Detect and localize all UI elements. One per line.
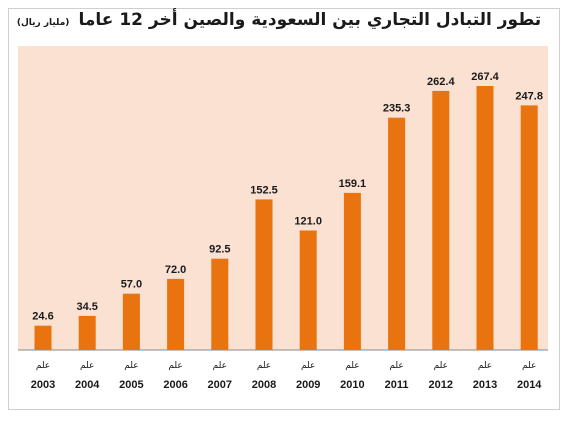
bar-2003 bbox=[34, 325, 52, 350]
value-label-2014: 247.8 bbox=[515, 90, 543, 102]
value-label-2004: 34.5 bbox=[76, 301, 97, 313]
bar-2009 bbox=[299, 230, 317, 350]
category-label-2006: 2006 bbox=[163, 379, 187, 391]
category-label-2005: 2005 bbox=[119, 379, 143, 391]
category-prefix-2006: علم bbox=[168, 361, 182, 371]
category-prefix-2012: علم bbox=[434, 361, 448, 371]
value-label-2007: 92.5 bbox=[209, 244, 230, 256]
category-prefix-2009: علم bbox=[301, 361, 315, 371]
value-label-2006: 72.0 bbox=[165, 264, 186, 276]
value-label-2003: 24.6 bbox=[32, 311, 53, 323]
chart-title-block: تطور التبادل التجاري بين السعودية والصين… bbox=[14, 10, 544, 44]
category-label-2010: 2010 bbox=[340, 379, 364, 391]
category-label-2012: 2012 bbox=[429, 379, 453, 391]
value-label-2010: 159.1 bbox=[339, 178, 367, 190]
category-prefix-2003: علم bbox=[36, 361, 50, 371]
category-prefix-2013: علم bbox=[478, 361, 492, 371]
bar-2004 bbox=[78, 315, 96, 350]
bar-2014 bbox=[520, 105, 538, 351]
category-label-2011: 2011 bbox=[385, 379, 409, 391]
bar-2008 bbox=[255, 199, 273, 350]
value-label-2009: 121.0 bbox=[294, 216, 322, 228]
category-label-2004: 2004 bbox=[75, 379, 100, 391]
category-prefix-2011: علم bbox=[389, 361, 403, 371]
bar-2013 bbox=[476, 86, 494, 350]
chart-subtitle: (مليار ريال) bbox=[16, 18, 70, 28]
value-label-2008: 152.5 bbox=[250, 184, 278, 196]
chart-title: تطور التبادل التجاري بين السعودية والصين… bbox=[78, 10, 542, 30]
category-label-2007: 2007 bbox=[208, 379, 232, 391]
bar-2005 bbox=[122, 293, 140, 350]
category-prefix-2014: علم bbox=[522, 361, 536, 371]
category-prefix-2007: علم bbox=[213, 361, 227, 371]
bar-2006 bbox=[167, 278, 185, 350]
value-label-2013: 267.4 bbox=[471, 71, 499, 83]
bars-group bbox=[34, 86, 538, 351]
bar-2007 bbox=[211, 258, 229, 350]
category-labels-group: علم 2003 علم 2004 علم 2005 علم 2006 علم 2007 علم 20… bbox=[31, 361, 543, 391]
category-label-2009: 2009 bbox=[296, 379, 320, 391]
plot-area bbox=[18, 46, 548, 350]
category-label-2008: 2008 bbox=[252, 379, 276, 391]
bar-2011 bbox=[388, 117, 406, 350]
category-label-2014: 2014 bbox=[517, 379, 542, 391]
bar-2010 bbox=[343, 192, 361, 350]
category-prefix-2010: علم bbox=[345, 361, 359, 371]
value-label-2012: 262.4 bbox=[427, 76, 455, 88]
value-label-2005: 57.0 bbox=[121, 279, 142, 291]
category-prefix-2004: علم bbox=[80, 361, 94, 371]
category-label-2003: 2003 bbox=[31, 379, 55, 391]
category-prefix-2008: علم bbox=[257, 361, 271, 371]
value-label-2011: 235.3 bbox=[383, 103, 411, 115]
value-labels-group: 24.6 34.5 57.0 72.0 92.5 152.5 121.0 159.1 235.3… bbox=[32, 71, 543, 323]
category-label-2013: 2013 bbox=[473, 379, 497, 391]
bar-2012 bbox=[432, 90, 450, 351]
category-prefix-2005: علم bbox=[124, 361, 138, 371]
